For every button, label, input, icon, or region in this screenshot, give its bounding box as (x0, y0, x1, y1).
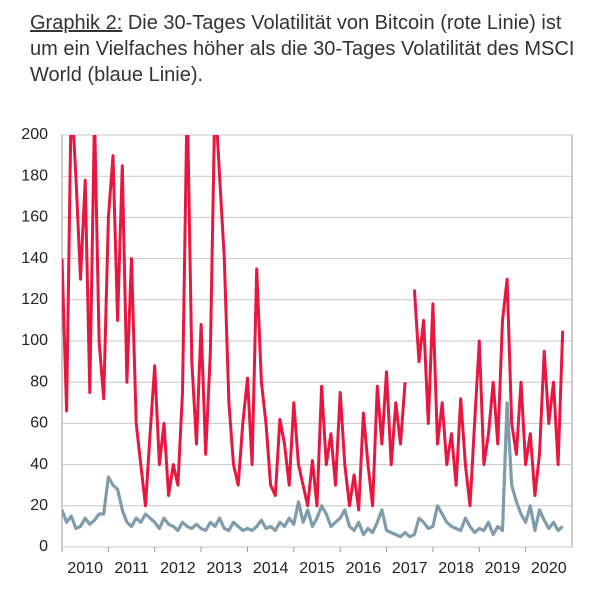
x-tick-label: 2020 (531, 560, 567, 577)
x-tick-label: 2013 (206, 560, 242, 577)
x-tick-label: 2019 (485, 560, 521, 577)
plot-area (62, 135, 565, 539)
series-line (62, 135, 565, 512)
x-tick-label: 2018 (438, 560, 474, 577)
chart-title: Graphik 2: Die 30-Tages Volatilität von … (30, 10, 590, 88)
x-tick-label: 2011 (114, 560, 149, 577)
y-tick-label: 200 (21, 126, 48, 143)
y-tick-label: 20 (30, 497, 48, 514)
series-line (62, 401, 564, 539)
x-tick-label: 2016 (346, 560, 382, 577)
y-tick-label: 120 (21, 291, 48, 308)
y-tick-label: 140 (21, 250, 48, 267)
y-tick-label: 40 (30, 456, 48, 473)
title-text: Die 30-Tages Volatilität von Bitcoin (ro… (30, 12, 575, 86)
y-tick-label: 60 (30, 415, 48, 432)
y-tick-label: 80 (30, 373, 48, 390)
title-label: Graphik 2: (30, 12, 123, 34)
y-tick-label: 160 (21, 209, 48, 226)
x-tick-label: 2014 (253, 560, 289, 577)
x-tick-label: 2012 (160, 560, 196, 577)
y-tick-label: 100 (21, 332, 48, 349)
x-tick-label: 2015 (299, 560, 335, 577)
y-tick-label: 0 (39, 538, 48, 555)
y-tick-label: 180 (21, 167, 48, 184)
x-tick-label: 2010 (67, 560, 103, 577)
x-tick-label: 2017 (392, 560, 428, 577)
